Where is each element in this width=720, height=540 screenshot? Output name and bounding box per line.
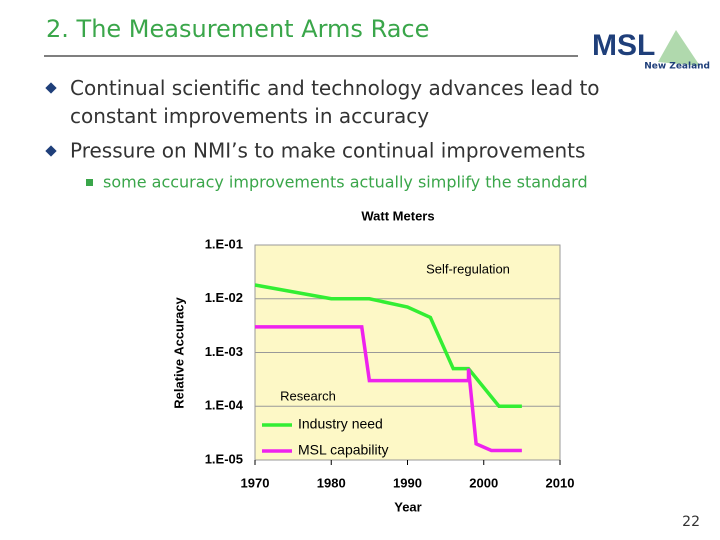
x-tick-label: 1990 xyxy=(393,475,422,490)
y-tick-label: 1.E-04 xyxy=(205,398,244,413)
x-tick-label: 2000 xyxy=(469,475,498,490)
series-line xyxy=(255,325,522,453)
x-tick-label: 1970 xyxy=(241,475,270,490)
bullet: Pressure on NMI’s to make continual impr… xyxy=(70,139,585,163)
annotation: Self-regulation xyxy=(426,261,510,276)
logo-sub: New Zealand xyxy=(644,62,710,72)
x-tick-label: 2010 xyxy=(546,475,575,490)
sub-bullet-icon xyxy=(86,179,93,186)
y-tick-label: 1.E-05 xyxy=(205,451,243,466)
slide-title: 2. The Measurement Arms Race xyxy=(46,15,429,43)
legend-label: MSL capability xyxy=(298,442,389,458)
logo: MSL xyxy=(592,29,655,62)
page-number: 22 xyxy=(682,514,700,530)
bullet-icon xyxy=(45,82,57,94)
x-axis-label: Year xyxy=(394,499,421,514)
bullet-icon xyxy=(45,145,57,157)
annotation: Research xyxy=(280,388,336,403)
y-tick-label: 1.E-01 xyxy=(205,236,243,251)
logo-mark xyxy=(658,30,700,66)
chart-title: Watt Meters xyxy=(361,208,434,223)
sub-bullet: some accuracy improvements actually simp… xyxy=(103,173,588,192)
y-axis-label: Relative Accuracy xyxy=(171,296,186,408)
bullet: Continual scientific and technology adva… xyxy=(70,76,600,128)
series-line xyxy=(254,283,522,408)
y-tick-label: 1.E-03 xyxy=(205,344,243,359)
x-tick-label: 1980 xyxy=(317,475,346,490)
y-tick-label: 1.E-02 xyxy=(205,290,243,305)
legend-label: Industry need xyxy=(298,416,383,432)
